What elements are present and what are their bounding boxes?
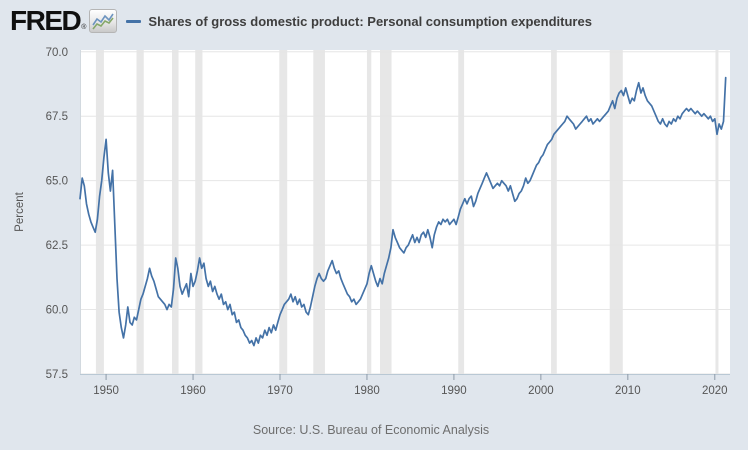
y-tick-label: 65.0 [46, 176, 68, 188]
fred-logo[interactable]: FRED ® [10, 5, 118, 36]
recession-band [458, 50, 465, 374]
fred-sparkline-icon [89, 9, 118, 33]
recession-band [715, 50, 719, 374]
legend-line-swatch [126, 19, 142, 23]
x-tick-label: 2020 [702, 385, 728, 397]
recession-band [195, 50, 203, 374]
y-tick-label: 67.5 [46, 111, 68, 123]
x-tick-label: 2000 [528, 385, 554, 397]
x-tick-label: 1990 [441, 385, 467, 397]
chart-legend: Shares of gross domestic product: Person… [126, 14, 592, 29]
recession-band [380, 50, 392, 374]
x-tick-label: 1950 [93, 385, 119, 397]
y-tick-label: 70.0 [46, 47, 68, 59]
recession-band [136, 50, 144, 374]
graph-header: FRED ® Shares of gross domestic product:… [0, 0, 748, 42]
x-tick-label: 1970 [267, 385, 293, 397]
x-tick-label: 1980 [354, 385, 380, 397]
y-axis-title: Percent [14, 192, 26, 232]
y-tick-label: 57.5 [46, 369, 68, 381]
recession-band [313, 50, 325, 374]
recession-band [95, 50, 104, 374]
recession-band [366, 50, 372, 374]
data-series-line [79, 76, 727, 347]
recession-band [279, 50, 288, 374]
fred-logo-text: FRED [10, 5, 82, 36]
source-text: Source: U.S. Bureau of Economic Analysis [252, 423, 490, 437]
recession-band [172, 50, 179, 374]
registered-trademark-symbol: ® [81, 24, 87, 31]
y-tick-label: 62.5 [46, 240, 68, 252]
recession-band [551, 50, 557, 374]
x-tick-label: 1960 [180, 385, 206, 397]
recession-band [609, 50, 623, 374]
y-tick-label: 60.0 [46, 305, 68, 317]
legend-series-label: Shares of gross domestic product: Person… [148, 13, 592, 29]
x-tick-label: 2010 [615, 385, 641, 397]
